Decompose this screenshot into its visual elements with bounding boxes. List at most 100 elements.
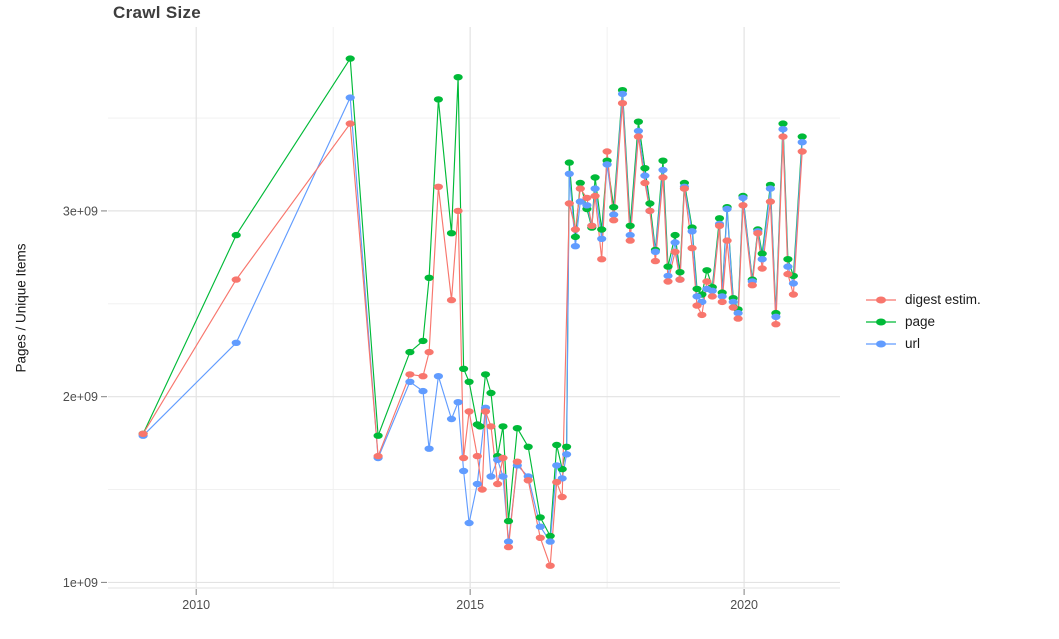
- data-point-page: [535, 514, 545, 521]
- data-point-digest-estim-: [679, 185, 690, 192]
- data-point-url: [687, 228, 697, 235]
- data-point-url: [663, 272, 673, 280]
- data-point-url: [658, 166, 668, 174]
- data-point-url: [788, 280, 799, 287]
- data-point-digest-estim-: [564, 200, 574, 207]
- y-axis-title: Pages / Unique Items: [13, 243, 29, 373]
- data-point-digest-estim-: [433, 183, 443, 190]
- data-point-page: [570, 233, 581, 241]
- data-point-digest-estim-: [575, 185, 585, 192]
- data-point-digest-estim-: [523, 477, 533, 484]
- data-point-url: [446, 415, 457, 423]
- data-point-digest-estim-: [670, 248, 680, 255]
- data-point-digest-estim-: [486, 423, 496, 430]
- data-point-digest-estim-: [405, 371, 415, 378]
- data-point-digest-estim-: [498, 454, 508, 462]
- data-point-page: [564, 159, 574, 166]
- data-point-url: [640, 172, 650, 179]
- data-point-digest-estim-: [714, 222, 725, 229]
- data-point-url: [609, 211, 619, 218]
- legend-key-icon: [866, 318, 896, 325]
- data-point-digest-estim-: [472, 452, 482, 460]
- legend: digest estim. page url: [866, 292, 981, 351]
- data-point-url: [582, 202, 592, 209]
- data-point-url: [433, 373, 443, 380]
- data-point-digest-estim-: [663, 278, 673, 285]
- data-point-url: [459, 467, 469, 475]
- data-point-digest-estim-: [778, 133, 788, 140]
- data-point-digest-estim-: [717, 298, 727, 306]
- data-point-page: [453, 74, 463, 81]
- legend-label: digest estim.: [905, 292, 981, 307]
- data-point-page: [702, 267, 712, 274]
- x-tick-label: 2020: [730, 598, 758, 612]
- data-point-digest-estim-: [747, 282, 757, 289]
- data-point-digest-estim-: [602, 148, 612, 155]
- data-point-page: [480, 371, 491, 378]
- data-point-digest-estim-: [640, 179, 650, 187]
- legend-label: url: [905, 336, 921, 351]
- data-point-url: [564, 170, 574, 177]
- data-point-digest-estim-: [552, 478, 562, 486]
- data-point-digest-estim-: [697, 311, 707, 319]
- data-point-digest-estim-: [633, 133, 644, 140]
- data-point-url: [597, 235, 607, 242]
- data-point-url: [424, 445, 434, 452]
- data-point-page: [590, 174, 600, 181]
- data-point-url: [405, 378, 415, 385]
- data-point-url: [722, 205, 732, 213]
- data-point-digest-estim-: [587, 222, 597, 229]
- data-point-page: [459, 365, 469, 372]
- data-point-digest-estim-: [138, 430, 148, 437]
- legend-key-icon: [866, 296, 896, 303]
- data-point-digest-estim-: [453, 207, 463, 215]
- y-tick-label: 2e+09: [63, 390, 98, 404]
- data-point-url: [783, 263, 793, 270]
- legend-item-page: page: [866, 314, 981, 329]
- data-point-digest-estim-: [797, 148, 807, 155]
- data-point-page: [475, 423, 485, 430]
- data-point-url: [717, 293, 727, 300]
- data-point-digest-estim-: [477, 486, 487, 493]
- data-point-digest-estim-: [464, 408, 474, 415]
- data-point-page: [645, 200, 655, 207]
- data-point-page: [373, 432, 383, 439]
- data-point-page: [663, 263, 673, 270]
- data-point-url: [472, 480, 482, 488]
- legend-key-icon: [866, 340, 896, 347]
- data-point-digest-estim-: [459, 454, 469, 462]
- data-point-page: [609, 204, 619, 211]
- data-point-digest-estim-: [345, 120, 355, 127]
- data-point-page: [405, 348, 415, 356]
- data-point-digest-estim-: [783, 270, 793, 278]
- data-point-page: [575, 179, 585, 187]
- data-point-digest-estim-: [590, 192, 600, 200]
- data-point-digest-estim-: [570, 226, 581, 233]
- data-point-url: [728, 298, 738, 306]
- data-point-page: [424, 274, 434, 281]
- data-point-page: [797, 133, 807, 140]
- data-point-digest-estim-: [650, 257, 661, 265]
- data-point-digest-estim-: [424, 348, 434, 356]
- data-point-page: [231, 231, 241, 239]
- data-point-page: [670, 231, 680, 239]
- data-point-url: [757, 256, 767, 263]
- data-point-digest-estim-: [753, 230, 763, 237]
- data-point-digest-estim-: [373, 452, 383, 460]
- data-point-page: [658, 157, 668, 164]
- data-point-page: [625, 222, 635, 229]
- data-point-url: [765, 185, 776, 192]
- data-point-page: [757, 250, 767, 257]
- data-point-url: [738, 194, 748, 202]
- data-point-digest-estim-: [609, 217, 619, 224]
- chart-title: Crawl Size: [113, 3, 202, 22]
- data-point-url: [345, 94, 355, 101]
- data-point-page: [692, 285, 702, 293]
- data-point-digest-estim-: [692, 302, 702, 309]
- data-point-digest-estim-: [557, 493, 567, 501]
- data-point-page: [778, 120, 788, 127]
- data-point-url: [625, 231, 635, 239]
- y-tick-label: 1e+09: [63, 576, 98, 590]
- data-point-url: [575, 198, 585, 205]
- data-point-url: [707, 287, 717, 294]
